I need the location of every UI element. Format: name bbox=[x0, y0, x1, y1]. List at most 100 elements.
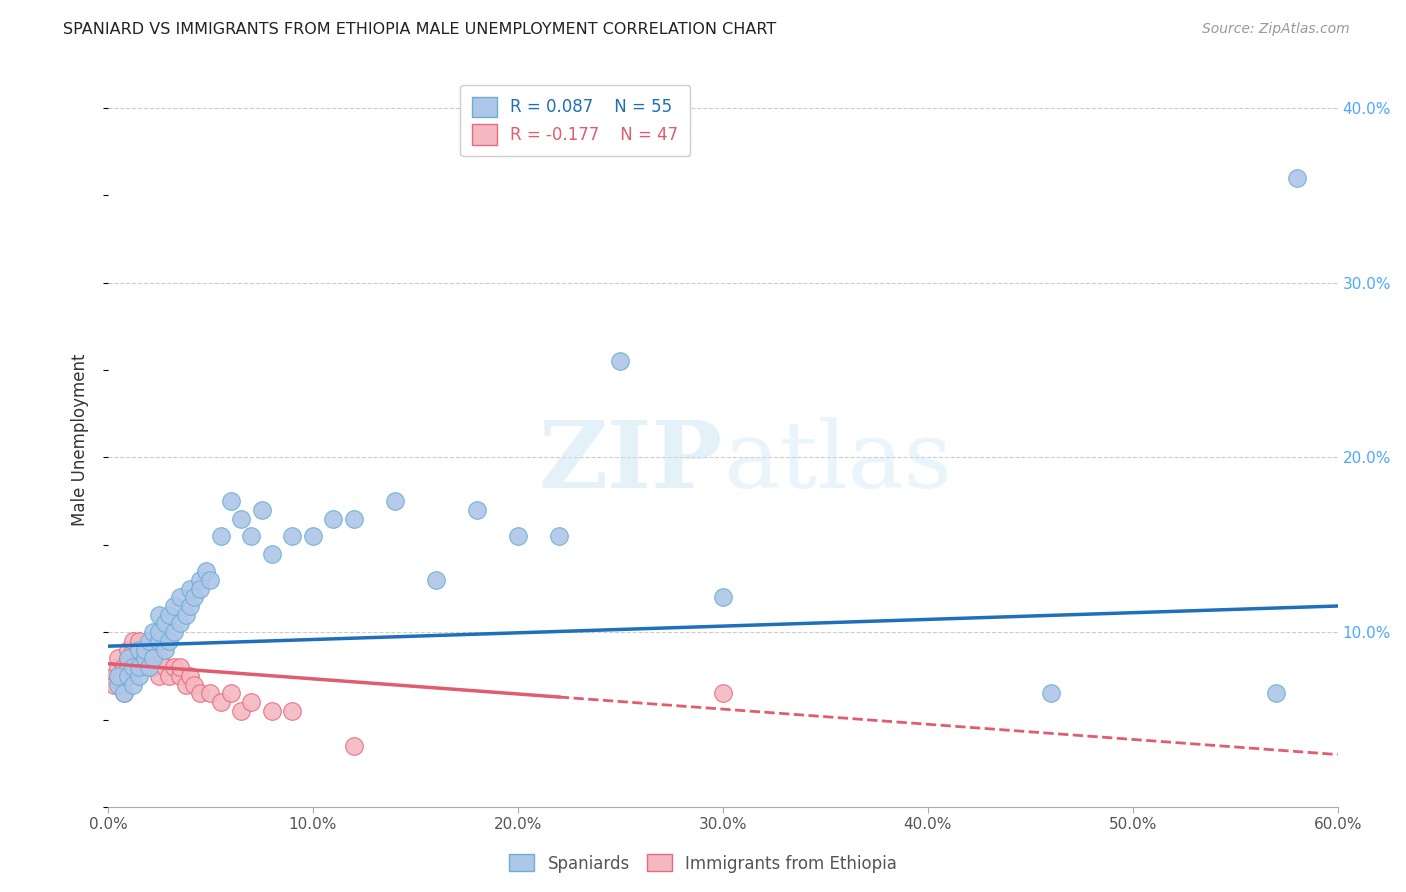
Point bbox=[240, 695, 263, 709]
Point bbox=[128, 660, 150, 674]
Point bbox=[111, 678, 134, 692]
Point bbox=[179, 582, 201, 596]
Point bbox=[128, 651, 150, 665]
Point bbox=[142, 660, 165, 674]
Y-axis label: Male Unemployment: Male Unemployment bbox=[72, 354, 89, 526]
Point bbox=[128, 669, 150, 683]
Point bbox=[609, 354, 631, 368]
Point bbox=[219, 494, 242, 508]
Point bbox=[142, 625, 165, 640]
Point bbox=[121, 634, 143, 648]
Point bbox=[159, 634, 181, 648]
Point bbox=[188, 686, 211, 700]
Point bbox=[1285, 170, 1308, 185]
Point bbox=[121, 651, 143, 665]
Point bbox=[281, 529, 304, 543]
Point bbox=[103, 669, 125, 683]
Point bbox=[200, 573, 222, 587]
Point bbox=[162, 599, 184, 613]
Point bbox=[107, 660, 129, 674]
Point bbox=[155, 642, 177, 657]
Point bbox=[322, 511, 344, 525]
Point bbox=[138, 642, 160, 657]
Point bbox=[169, 616, 191, 631]
Point bbox=[121, 660, 143, 674]
Legend: R = 0.087    N = 55, R = -0.177    N = 47: R = 0.087 N = 55, R = -0.177 N = 47 bbox=[460, 85, 690, 156]
Point bbox=[128, 642, 150, 657]
Point bbox=[111, 669, 134, 683]
Point bbox=[188, 582, 211, 596]
Point bbox=[148, 607, 170, 622]
Point bbox=[159, 607, 181, 622]
Point bbox=[209, 529, 232, 543]
Point bbox=[260, 704, 283, 718]
Point bbox=[121, 678, 143, 692]
Text: SPANIARD VS IMMIGRANTS FROM ETHIOPIA MALE UNEMPLOYMENT CORRELATION CHART: SPANIARD VS IMMIGRANTS FROM ETHIOPIA MAL… bbox=[63, 22, 776, 37]
Point bbox=[711, 686, 734, 700]
Point bbox=[148, 634, 170, 648]
Point bbox=[169, 660, 191, 674]
Point bbox=[240, 529, 263, 543]
Point bbox=[107, 651, 129, 665]
Point bbox=[162, 660, 184, 674]
Point bbox=[117, 642, 139, 657]
Point bbox=[112, 686, 135, 700]
Point bbox=[134, 642, 156, 657]
Point bbox=[506, 529, 529, 543]
Text: atlas: atlas bbox=[723, 417, 952, 507]
Point bbox=[250, 503, 273, 517]
Point bbox=[174, 678, 197, 692]
Point bbox=[134, 642, 156, 657]
Point bbox=[148, 651, 170, 665]
Point bbox=[465, 503, 488, 517]
Point bbox=[169, 669, 191, 683]
Legend: Spaniards, Immigrants from Ethiopia: Spaniards, Immigrants from Ethiopia bbox=[502, 847, 904, 880]
Point bbox=[134, 651, 156, 665]
Point bbox=[117, 669, 139, 683]
Point bbox=[138, 634, 160, 648]
Point bbox=[112, 686, 135, 700]
Point bbox=[219, 686, 242, 700]
Point bbox=[142, 651, 165, 665]
Point bbox=[343, 739, 366, 753]
Point bbox=[128, 660, 150, 674]
Point bbox=[142, 651, 165, 665]
Point bbox=[155, 660, 177, 674]
Point bbox=[231, 511, 253, 525]
Point bbox=[209, 695, 232, 709]
Point bbox=[103, 678, 125, 692]
Point bbox=[179, 669, 201, 683]
Point bbox=[107, 669, 129, 683]
Point bbox=[159, 669, 181, 683]
Point bbox=[281, 704, 304, 718]
Point bbox=[188, 573, 211, 587]
Point bbox=[179, 599, 201, 613]
Point bbox=[547, 529, 569, 543]
Point bbox=[1265, 686, 1288, 700]
Text: Source: ZipAtlas.com: Source: ZipAtlas.com bbox=[1202, 22, 1350, 37]
Point bbox=[1039, 686, 1062, 700]
Point bbox=[711, 591, 734, 605]
Point bbox=[121, 642, 143, 657]
Point bbox=[117, 651, 139, 665]
Point bbox=[183, 678, 205, 692]
Point bbox=[112, 660, 135, 674]
Point bbox=[107, 669, 129, 683]
Point bbox=[231, 704, 253, 718]
Point bbox=[384, 494, 406, 508]
Point bbox=[148, 669, 170, 683]
Point bbox=[169, 591, 191, 605]
Point bbox=[148, 625, 170, 640]
Point bbox=[174, 607, 197, 622]
Point bbox=[260, 547, 283, 561]
Point bbox=[138, 651, 160, 665]
Point bbox=[183, 591, 205, 605]
Point bbox=[112, 669, 135, 683]
Point bbox=[343, 511, 366, 525]
Point bbox=[134, 651, 156, 665]
Point bbox=[117, 660, 139, 674]
Point bbox=[138, 660, 160, 674]
Point bbox=[302, 529, 325, 543]
Text: ZIP: ZIP bbox=[538, 417, 723, 507]
Point bbox=[128, 634, 150, 648]
